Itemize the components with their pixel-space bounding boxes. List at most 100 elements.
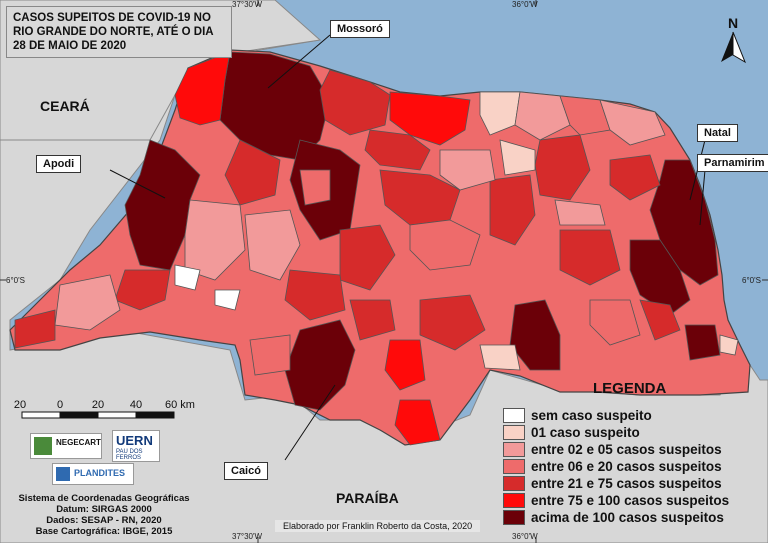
municipality-bright-s2 bbox=[394, 399, 441, 446]
legend-swatch bbox=[503, 510, 525, 525]
municipality-mid-s2 bbox=[589, 299, 641, 346]
municipality-pink-n2 bbox=[599, 99, 666, 146]
negecart-logo: NEGECART bbox=[30, 433, 102, 459]
negecart-logo-icon bbox=[34, 437, 52, 455]
legend-label: sem caso suspeito bbox=[531, 408, 652, 423]
coord-top-right: 36°0'W bbox=[512, 0, 538, 9]
scale-label-3: 40 bbox=[130, 399, 142, 411]
plandites-logo-icon bbox=[56, 467, 70, 481]
municipality-red-mid4 bbox=[339, 224, 396, 291]
legend-label: acima de 100 casos suspeitos bbox=[531, 510, 724, 525]
municipality-red-w1 bbox=[224, 139, 281, 206]
coord-bottom-right: 36°0'W bbox=[512, 532, 538, 541]
legend-item: acima de 100 casos suspeitos bbox=[503, 509, 761, 526]
municipality-light-n bbox=[479, 91, 521, 136]
municipality-pink-w2 bbox=[244, 209, 301, 281]
legend-item: entre 75 e 100 casos suspeitos bbox=[503, 492, 761, 509]
legend-label: entre 21 e 75 casos suspeitos bbox=[531, 476, 722, 491]
label-caico: Caicó bbox=[224, 462, 268, 480]
negecart-logo-text: NEGECART bbox=[56, 438, 101, 447]
scale-label-0: 20 bbox=[14, 399, 26, 411]
legend-swatch bbox=[503, 408, 525, 423]
municipality-red-mid2 bbox=[489, 174, 536, 246]
municipality-mid-n1 bbox=[559, 95, 611, 136]
municipality-red-n1 bbox=[319, 69, 391, 136]
map-title: CASOS SUPEITOS DE COVID-19 NO RIO GRANDE… bbox=[6, 6, 232, 58]
neighbor-paraiba: PARAÍBA bbox=[336, 490, 399, 506]
municipality-natal-region bbox=[649, 159, 719, 286]
north-arrow-label: N bbox=[728, 15, 738, 31]
municipality-pink-w1 bbox=[184, 199, 246, 281]
municipality-pink-c1 bbox=[439, 149, 496, 191]
municipality-red-n2 bbox=[364, 129, 431, 171]
coord-right: 6°0'S bbox=[742, 276, 761, 285]
municipality-red-e1 bbox=[559, 229, 621, 286]
label-apodi: Apodi bbox=[36, 155, 82, 173]
uern-logo: UERN PAU DOS FERROS bbox=[112, 430, 160, 462]
uern-logo-sub: PAU DOS FERROS bbox=[116, 449, 143, 461]
legend-label: entre 02 e 05 casos suspeitos bbox=[531, 442, 722, 457]
legend-swatch bbox=[503, 476, 525, 491]
credit-text: Elaborado por Franklin Roberto da Costa,… bbox=[275, 520, 481, 532]
footer-info: Sistema de Coordenadas Geográficas Datum… bbox=[6, 493, 202, 537]
scale-label-1: 0 bbox=[57, 399, 63, 411]
municipality-red-w2 bbox=[114, 269, 171, 311]
plandites-logo: PLANDITES bbox=[52, 463, 134, 485]
municipality-light-se bbox=[719, 334, 739, 356]
municipality-white-w2 bbox=[214, 289, 241, 311]
north-arrow-icon: N bbox=[721, 15, 747, 64]
municipality-caico bbox=[284, 319, 356, 411]
leader-lines bbox=[109, 34, 706, 461]
legend-label: 01 caso suspeito bbox=[531, 425, 640, 440]
municipality-light-mid bbox=[499, 139, 536, 176]
municipality-red-mid5 bbox=[284, 269, 346, 321]
legend-item: 01 caso suspeito bbox=[503, 424, 761, 441]
municipality-pink-n1 bbox=[514, 91, 571, 141]
municipalities bbox=[14, 51, 739, 446]
municipality-red-s2 bbox=[419, 294, 486, 351]
legend-swatch bbox=[503, 442, 525, 457]
footer-line-2: Datum: SIRGAS 2000 bbox=[56, 504, 152, 515]
label-mossoro: Mossoró bbox=[330, 20, 390, 38]
legend-item: entre 21 e 75 casos suspeitos bbox=[503, 475, 761, 492]
scale-label-4: 60 km bbox=[165, 399, 195, 411]
municipality-bright-s1 bbox=[384, 339, 426, 391]
municipality-red-w3 bbox=[14, 309, 56, 349]
footer-line-4: Base Cartográfica: IBGE, 2015 bbox=[35, 526, 173, 537]
municipality-red-s1 bbox=[349, 299, 396, 341]
municipality-bright-n bbox=[389, 91, 471, 146]
municipality-light-s1 bbox=[479, 344, 521, 371]
legend-label: entre 75 e 100 casos suspeitos bbox=[531, 493, 730, 508]
municipality-red-s3 bbox=[639, 299, 681, 341]
footer-line-1: Sistema de Coordenadas Geográficas bbox=[18, 493, 190, 504]
label-parnamirim: Parnamirim bbox=[697, 154, 768, 172]
coord-left: 6°0'S bbox=[6, 276, 25, 285]
legend-label: entre 06 e 20 casos suspeitos bbox=[531, 459, 722, 474]
coord-bottom-left: 37°30'W bbox=[232, 532, 263, 541]
municipality-pink-w3 bbox=[54, 274, 121, 331]
neighbor-ceara: CEARÁ bbox=[40, 98, 90, 114]
legend-swatch bbox=[503, 493, 525, 508]
legend-swatch bbox=[503, 425, 525, 440]
municipality-parnamirim-region bbox=[629, 239, 691, 316]
legend-item: sem caso suspeito bbox=[503, 407, 761, 424]
municipality-pink-e1 bbox=[554, 199, 606, 226]
plandites-logo-text: PLANDITES bbox=[74, 468, 126, 478]
coord-top-left: 37°30'W bbox=[232, 0, 263, 9]
scale-label-2: 20 bbox=[92, 399, 104, 411]
legend-swatch bbox=[503, 459, 525, 474]
legend-item: entre 02 e 05 casos suspeitos bbox=[503, 441, 761, 458]
label-natal: Natal bbox=[697, 124, 738, 142]
legend-title: LEGENDA bbox=[593, 380, 667, 397]
municipality-dark-s2 bbox=[684, 324, 721, 361]
municipality-mid-c1 bbox=[299, 169, 331, 206]
scale-bar: 20 0 20 40 60 km bbox=[14, 399, 195, 419]
legend: LEGENDA sem caso suspeito 01 caso suspei… bbox=[503, 380, 761, 526]
municipality-mid-mid1 bbox=[409, 219, 481, 271]
footer-line-3: Dados: SESAP - RN, 2020 bbox=[46, 515, 162, 526]
municipality-red-e2 bbox=[609, 154, 661, 201]
municipality-mid-s1 bbox=[249, 334, 291, 376]
municipality-white-w bbox=[174, 264, 201, 291]
legend-item: entre 06 e 20 casos suspeitos bbox=[503, 458, 761, 475]
